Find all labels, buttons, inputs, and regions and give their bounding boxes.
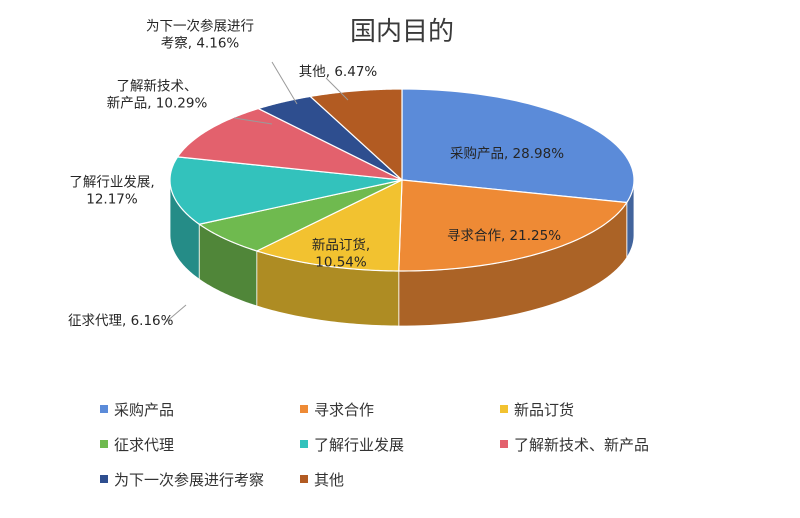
legend-item-5: 了解新技术、新产品 (500, 435, 760, 454)
legend-label-0: 采购产品 (114, 400, 175, 419)
legend-item-6: 为下一次参展进行考察 (100, 470, 300, 489)
legend-label-7: 其他 (314, 470, 345, 489)
legend-label-4: 了解行业发展 (314, 435, 405, 454)
pie-slice-7 (309, 88, 403, 181)
legend-item-0: 采购产品 (100, 400, 300, 419)
pie-slice-1 (398, 179, 628, 272)
data-label-1: 寻求合作, 21.25% (447, 228, 561, 244)
pie-slice-5 (177, 107, 403, 181)
pie-slice-6 (257, 95, 403, 181)
leader-line-3 (165, 304, 187, 323)
legend-label-3: 征求代理 (114, 435, 175, 454)
legend-swatch-4 (300, 440, 308, 448)
data-label-6: 为下一次参展进行考察, 4.16% (146, 18, 254, 52)
legend-swatch-7 (300, 475, 308, 483)
legend-item-4: 了解行业发展 (300, 435, 500, 454)
legend-swatch-1 (300, 405, 308, 413)
legend-swatch-6 (100, 475, 108, 483)
pie-slice-3 (198, 179, 403, 252)
data-label-0: 采购产品, 28.98% (450, 146, 564, 162)
pie-slice-4 (169, 156, 403, 225)
pie-tops (169, 88, 635, 272)
legend-item-1: 寻求合作 (300, 400, 500, 419)
legend-swatch-3 (100, 440, 108, 448)
data-label-3: 征求代理, 6.16% (68, 313, 174, 329)
legend-label-2: 新品订货 (514, 400, 575, 419)
data-label-5: 了解新技术、新产品, 10.29% (107, 79, 208, 112)
leader-line-5 (233, 117, 273, 125)
legend-item-3: 征求代理 (100, 435, 300, 454)
legend-swatch-0 (100, 405, 108, 413)
data-label-4: 了解行业发展, 12.17% (69, 175, 154, 208)
data-label-7: 其他, 6.47% (299, 64, 378, 80)
legend: 采购产品 寻求合作 新品订货征求代理 了解行业发展 了解新技术、新产品为下一次参展进行考… (100, 400, 760, 489)
chart-title: 国内目的 (350, 17, 454, 47)
data-label-2: 新品订货, 10.54% (312, 237, 370, 271)
pie-chart: 国内目的 采购产品, 28.98% 寻求合作, 21.25% 新品订货, 10.54%… (68, 17, 635, 330)
legend-item-7: 其他 (300, 470, 500, 489)
legend-swatch-2 (500, 405, 508, 413)
legend-label-6: 为下一次参展进行考察 (114, 470, 265, 489)
legend-label-1: 寻求合作 (314, 400, 375, 419)
leader-line-7 (325, 77, 349, 101)
slice-labels: 采购产品, 28.98% 寻求合作, 21.25% 新品订货, 10.54% 征求代理,… (68, 18, 564, 330)
pie-slice-0 (401, 88, 635, 204)
legend-label-5: 了解新技术、新产品 (514, 435, 650, 454)
legend-item-2: 新品订货 (500, 400, 760, 419)
pie-slice-2 (256, 179, 403, 272)
leader-line-6 (271, 61, 298, 105)
legend-swatch-5 (500, 440, 508, 448)
